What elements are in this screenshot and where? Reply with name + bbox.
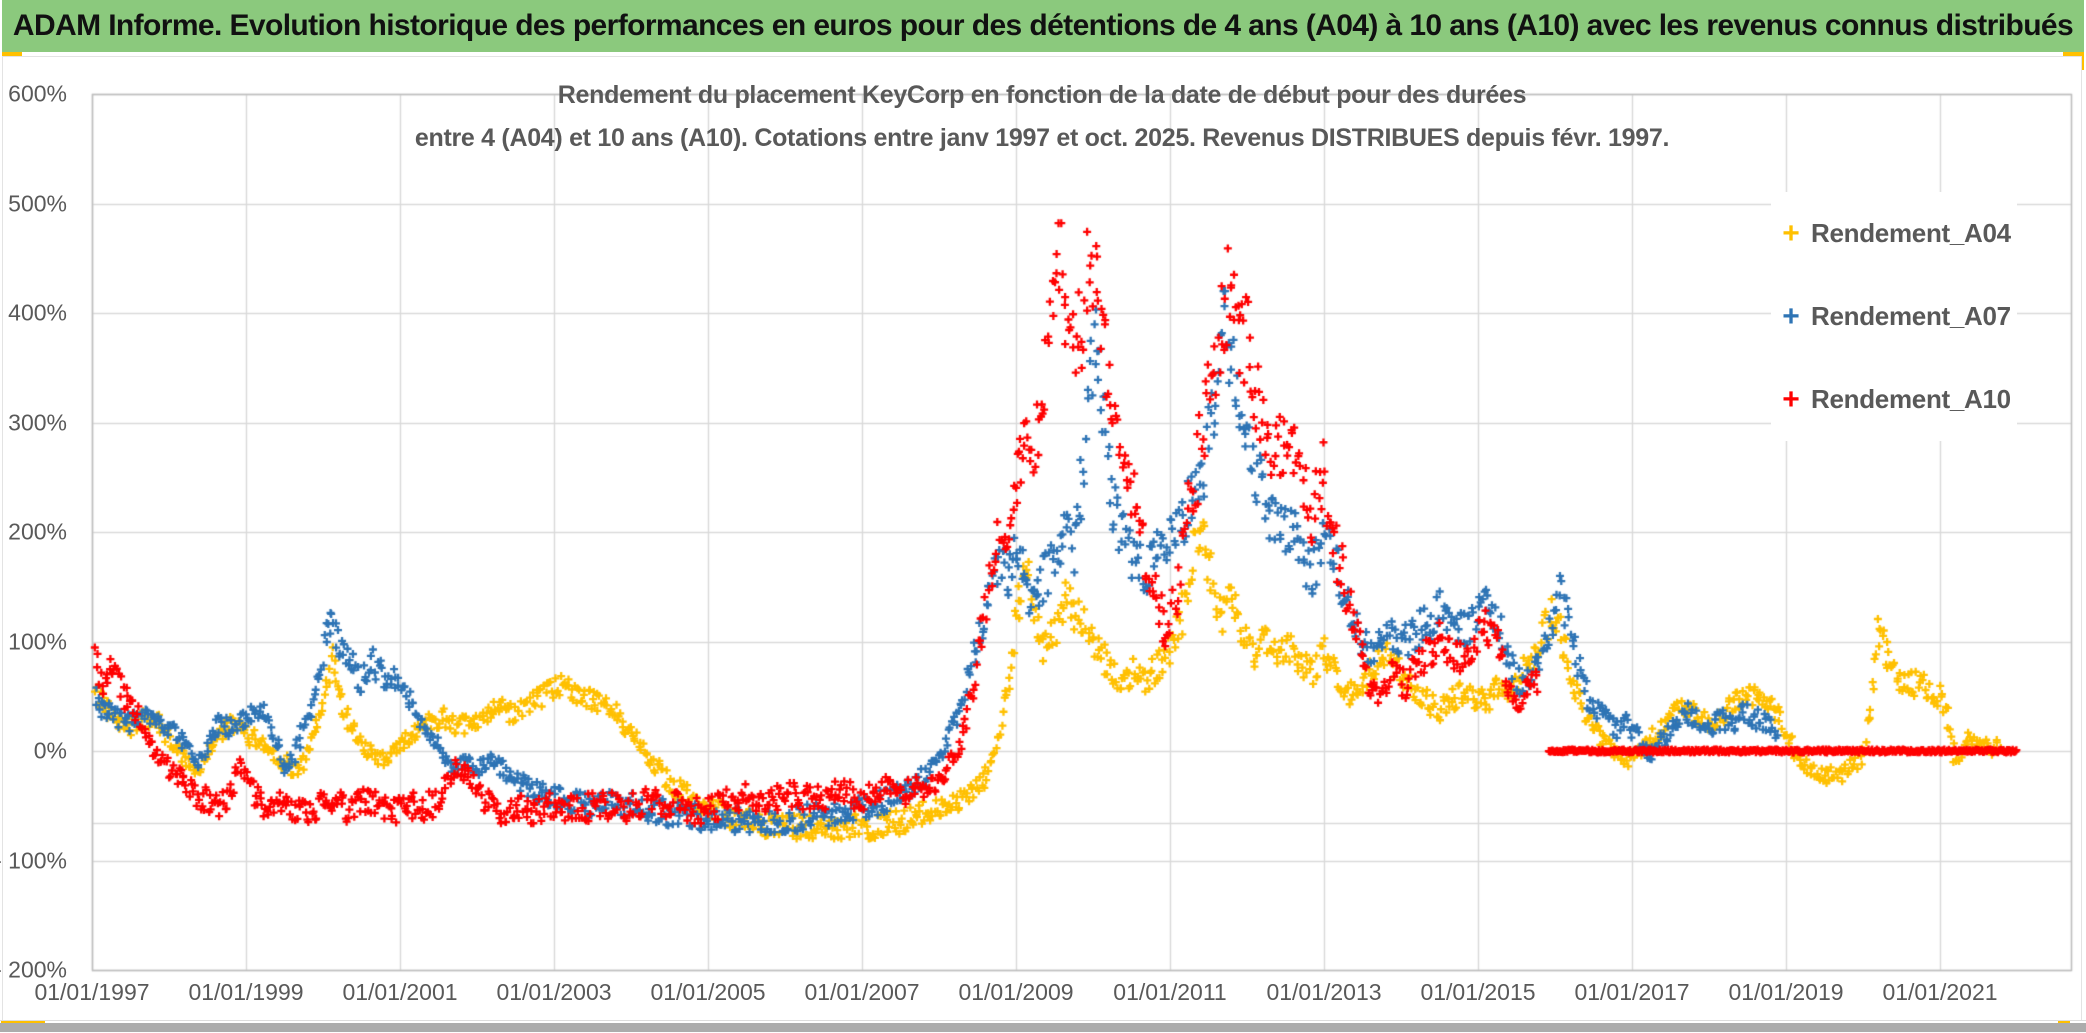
plus-marker-icon: +	[1782, 216, 1800, 250]
x-tick-label: 01/01/2021	[1882, 979, 1998, 1005]
y-tick-label: - 100%	[0, 847, 67, 873]
legend-item-a07[interactable]: + Rendement_A07	[1771, 275, 2017, 358]
x-tick-label: 01/01/2003	[496, 979, 612, 1005]
plus-marker-icon: +	[1782, 299, 1800, 333]
x-tick-label: 01/01/2015	[1420, 979, 1536, 1005]
bottom-divider	[0, 1020, 2086, 1021]
chart-title-line1: Rendement du placement KeyCorp en foncti…	[557, 81, 1527, 109]
x-tick-label: 01/01/1999	[188, 979, 304, 1005]
y-tick-label: 200%	[8, 518, 67, 545]
chart-legend: + Rendement_A04 + Rendement_A07 + Rendem…	[1771, 192, 2017, 441]
x-tick-label: 01/01/1997	[34, 979, 150, 1005]
y-tick-label: 500%	[8, 190, 67, 216]
x-tick-label: 01/01/2005	[650, 979, 766, 1005]
x-tick-label: 01/01/2017	[1574, 979, 1690, 1005]
legend-item-a04[interactable]: + Rendement_A04	[1771, 192, 2017, 275]
x-tick-label: 01/01/2001	[342, 979, 458, 1005]
bottom-bar	[0, 1023, 2086, 1032]
x-tick-label: 01/01/2019	[1728, 979, 1844, 1005]
legend-label: Rendement_A07	[1811, 301, 2011, 331]
y-tick-label: 100%	[8, 628, 67, 654]
chart-title: Rendement du placement KeyCorp en foncti…	[3, 74, 2081, 160]
x-tick-label: 01/01/2011	[1113, 979, 1227, 1005]
y-tick-label: - 200%	[0, 956, 67, 983]
y-tick-label: 400%	[8, 299, 67, 326]
y-tick-label: 0%	[33, 737, 67, 764]
legend-label: Rendement_A04	[1811, 218, 2011, 248]
legend-item-a10[interactable]: + Rendement_A10	[1771, 358, 2017, 441]
y-tick-label: 300%	[8, 409, 67, 435]
legend-label: Rendement_A10	[1811, 384, 2011, 414]
x-tick-label: 01/01/2013	[1266, 979, 1382, 1005]
plus-marker-icon: +	[1782, 382, 1800, 416]
chart-title-line2: entre 4 (A04) et 10 ans (A10). Cotations…	[414, 124, 1670, 152]
x-tick-label: 01/01/2007	[804, 979, 920, 1005]
y-tick-label: 600%	[8, 80, 67, 107]
x-tick-label: 01/01/2009	[958, 979, 1074, 1005]
